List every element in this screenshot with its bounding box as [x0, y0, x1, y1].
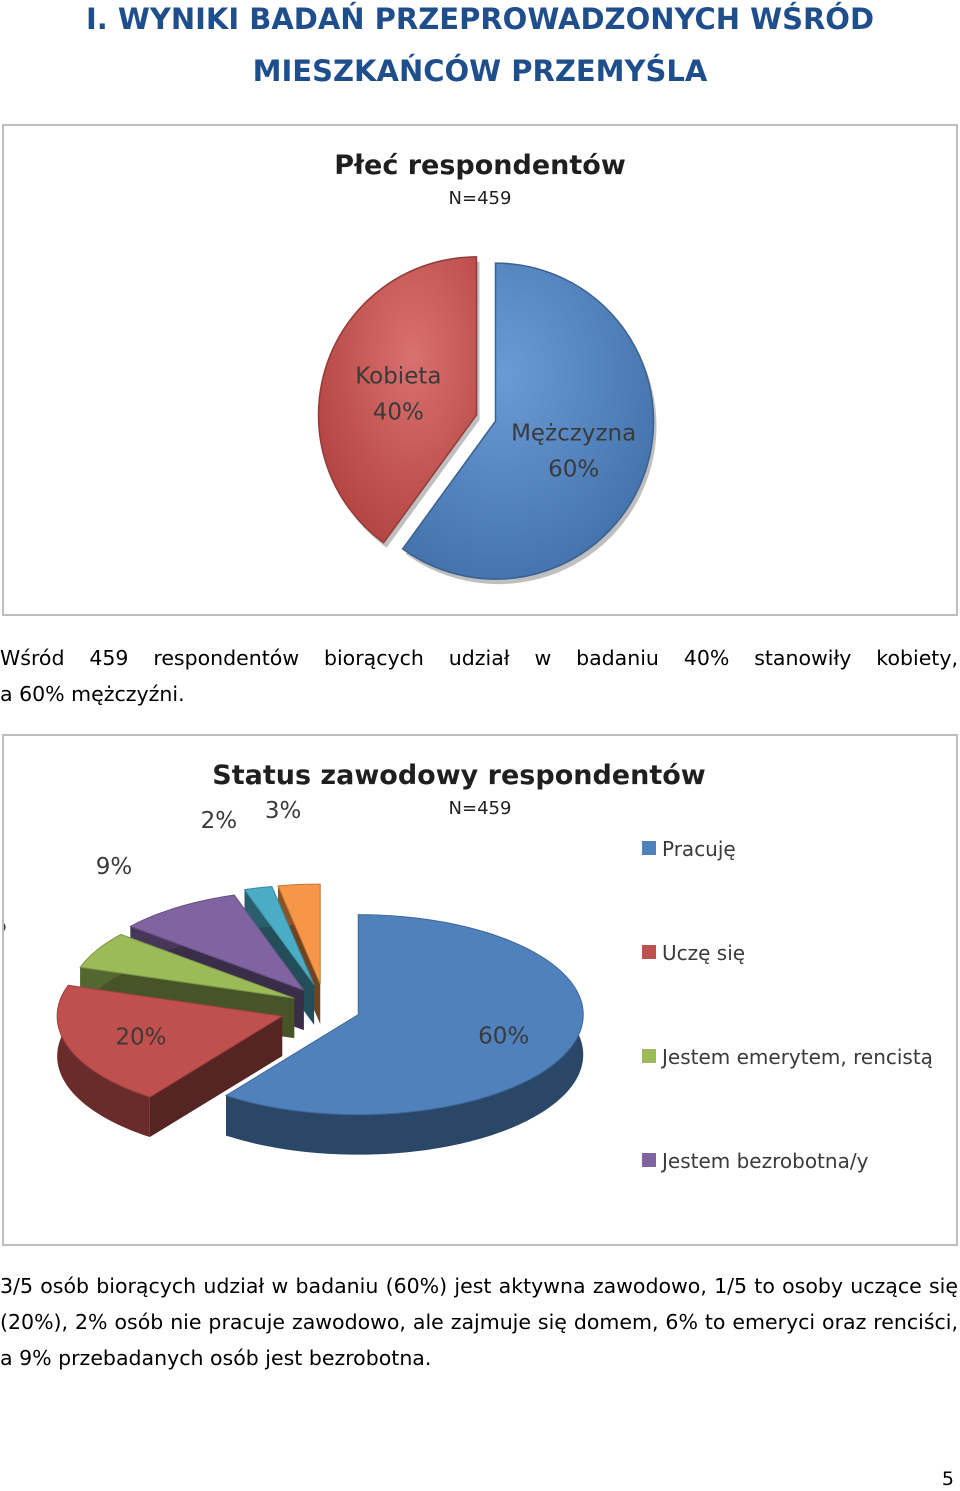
- slice-value-label: 6%: [4, 912, 7, 938]
- slice-value-label: 60%: [548, 456, 599, 482]
- legend-swatch: [642, 1153, 656, 1167]
- legend-label: Uczę się: [662, 941, 745, 965]
- paragraph-1-line-1: Wśród 459 respondentów biorących udział …: [0, 646, 958, 670]
- paragraph-2-line-3: a 9% przebadanych osób jest bezrobotna.: [0, 1346, 432, 1370]
- legend-swatch: [642, 945, 656, 959]
- slice-name-label: Mężczyzna: [511, 420, 636, 446]
- legend-swatch: [642, 1049, 656, 1063]
- chart-subtitle: N=459: [449, 798, 512, 819]
- paragraph-2-line-2: (20%), 2% osób nie pracuje zawodowo, ale…: [0, 1310, 958, 1334]
- heading-line-2: MIESZKAŃCÓW PRZEMYŚLA: [252, 54, 708, 88]
- slice-name-label: Kobieta: [355, 364, 441, 390]
- slice-value-label: 40%: [373, 400, 424, 426]
- legend-label: Jestem emerytem, rencistą: [660, 1045, 933, 1069]
- heading-line-1: I. WYNIKI BADAŃ PRZEPROWADZONYCH WŚRÓD: [85, 2, 875, 36]
- paragraph-2-line-1: 3/5 osób biorących udział w badaniu (60%…: [0, 1274, 958, 1298]
- legend-swatch: [642, 841, 656, 855]
- pie-slice-0: [224, 914, 584, 1155]
- chart-title: Status zawodowy respondentów: [212, 760, 705, 791]
- status-pie-chart: Status zawodowy respondentów N=459 60% 20…: [4, 760, 933, 1173]
- chart-title: Płeć respondentów: [334, 150, 626, 181]
- chart-subtitle: N=459: [449, 188, 512, 209]
- legend-label: Pracuję: [662, 837, 736, 861]
- page-number: 5: [941, 1468, 954, 1490]
- slice-value-label: 3%: [265, 798, 302, 824]
- gender-chart: Płeć respondentów N=459 Mężczyzna 60% Kobi…: [2, 124, 958, 616]
- pie-slice-0: [401, 262, 655, 580]
- slice-value-label: 60%: [478, 1024, 529, 1050]
- paragraph-1-line-2: a 60% mężczyźni.: [0, 682, 185, 706]
- status-chart: Status zawodowy respondentów N=459 60% 20…: [2, 734, 958, 1246]
- pie-slice-1: [317, 256, 478, 544]
- slice-value-label: 9%: [96, 854, 133, 880]
- legend-label: Jestem bezrobotna/y: [660, 1149, 869, 1173]
- slice-value-label: 2%: [201, 808, 238, 834]
- slice-value-label: 20%: [115, 1025, 166, 1051]
- gender-pie-chart: Płeć respondentów N=459 Mężczyzna 60% Kobi…: [317, 150, 657, 585]
- pie-slice-1: [56, 984, 284, 1138]
